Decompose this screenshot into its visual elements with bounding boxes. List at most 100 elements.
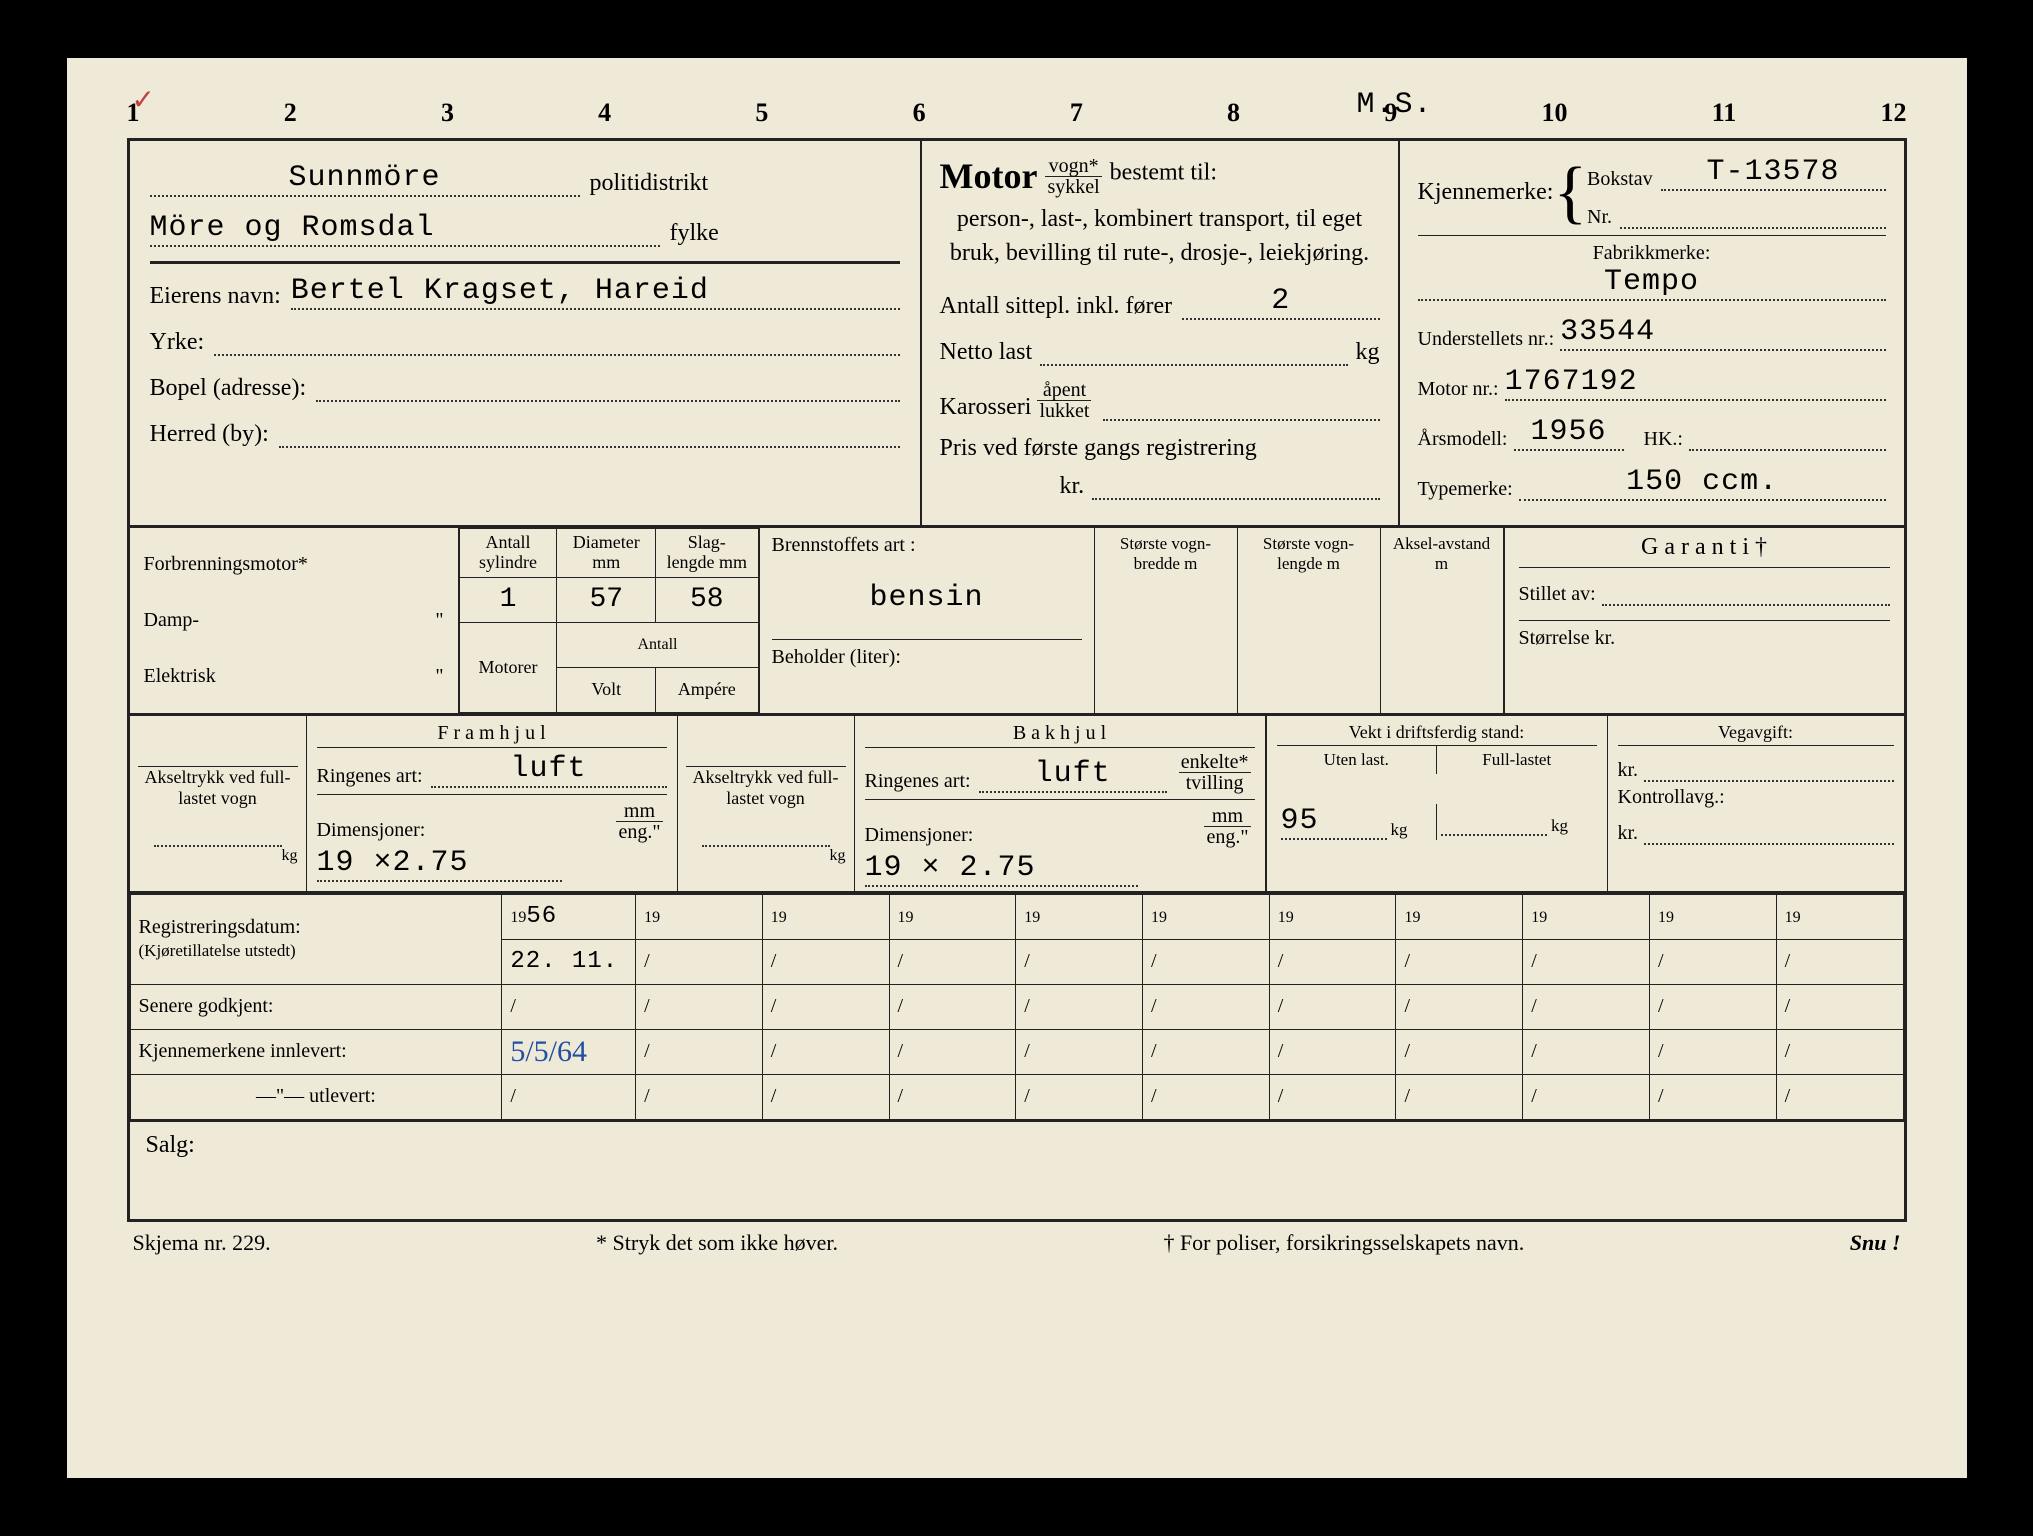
hdr-volt: Volt bbox=[557, 667, 656, 712]
val-slag: 58 bbox=[656, 577, 758, 622]
hdr-syl: Antall sylindre bbox=[459, 529, 557, 578]
utlevert-label: —"— utlevert: bbox=[130, 1074, 502, 1119]
registration-card: ✓ 1 2 3 4 5 6 7 8 9 10 11 12 M.S. Sunnmö… bbox=[67, 58, 1967, 1478]
karo-label: Karosseri bbox=[940, 394, 1032, 421]
motor-label: Motor nr.: bbox=[1418, 378, 1499, 401]
engine-row: Forbrenningsmotor* Damp-" Elektrisk" Ant… bbox=[130, 528, 1904, 716]
bopel-label: Bopel (adresse): bbox=[150, 375, 307, 402]
netto-unit: kg bbox=[1356, 339, 1380, 366]
vogn-label: vogn* bbox=[1045, 156, 1101, 177]
eier-value: Bertel Kragset, Hareid bbox=[291, 274, 900, 310]
motor-value: 1767192 bbox=[1505, 365, 1886, 401]
bredde-label: Største vogn-bredde m bbox=[1095, 528, 1238, 713]
ruler-tick: 5 bbox=[755, 98, 768, 128]
damp-label: Damp- bbox=[144, 609, 200, 631]
ring-front: luft bbox=[431, 752, 667, 788]
ruler-tick: 12 bbox=[1880, 98, 1906, 128]
brace-icon: { bbox=[1553, 168, 1587, 217]
pris-value bbox=[1092, 468, 1379, 500]
pris-unit: kr. bbox=[1060, 473, 1085, 500]
ruler-tick: 3 bbox=[441, 98, 454, 128]
sitte-label: Antall sittepl. inkl. fører bbox=[940, 293, 1173, 320]
forbr-label: Forbrenningsmotor* bbox=[144, 553, 308, 575]
ruler: 1 2 3 4 5 6 7 8 9 10 11 12 bbox=[107, 98, 1927, 138]
innlevert-value: 5/5/64 bbox=[510, 1035, 587, 1068]
owner-section: Sunnmöre politidistrikt Möre og Romsdal … bbox=[130, 141, 922, 525]
hdr-ant: Antall bbox=[557, 622, 758, 667]
sykkel-label: sykkel bbox=[1045, 177, 1101, 197]
ruler-tick: 2 bbox=[284, 98, 297, 128]
fylke-value: Möre og Romsdal bbox=[150, 211, 660, 247]
brenn-label: Brennstoffets art : bbox=[772, 534, 1082, 557]
ruler-tick: 10 bbox=[1541, 98, 1567, 128]
fabrikk-value: Tempo bbox=[1418, 265, 1886, 301]
stryk-note: * Stryk det som ikke høver. bbox=[596, 1230, 838, 1256]
ruler-ms: M.S. bbox=[1357, 88, 1433, 122]
year0: 56 bbox=[526, 903, 557, 930]
aksel-front: Akseltrykk ved full-lastet vogn kg bbox=[130, 716, 307, 891]
tax-section: Vegavgift: kr. Kontrollavg.: kr. bbox=[1608, 716, 1904, 891]
bokstav-value: T-13578 bbox=[1661, 155, 1886, 191]
reg-label: Registreringsdatum: bbox=[139, 916, 301, 938]
politidistrikt-value: Sunnmöre bbox=[150, 161, 580, 197]
bopel-value bbox=[316, 370, 899, 402]
nr-value bbox=[1620, 197, 1885, 229]
nr-label: Nr. bbox=[1587, 206, 1612, 229]
dates-row: Registreringsdatum: (Kjøretillatelse uts… bbox=[130, 894, 1904, 1121]
lengde-label: Største vogn-lengde m bbox=[1238, 528, 1381, 713]
aksel-label: Aksel-avstand m bbox=[1381, 528, 1505, 713]
aar-label: Årsmodell: bbox=[1418, 428, 1508, 451]
salg-section: Salg: bbox=[130, 1121, 1904, 1219]
hk-value bbox=[1689, 419, 1886, 451]
rear-hdr: B a k h j u l bbox=[865, 720, 1255, 748]
under-value: 33544 bbox=[1560, 315, 1885, 351]
val-syl: 1 bbox=[459, 577, 557, 622]
bokstav-label: Bokstav bbox=[1587, 168, 1653, 191]
dim-front: 19 ×2.75 bbox=[317, 846, 562, 882]
karo-apent: åpent bbox=[1037, 380, 1091, 401]
card-frame: Sunnmöre politidistrikt Möre og Romsdal … bbox=[127, 138, 1907, 1222]
uten-value: 95 bbox=[1281, 804, 1387, 840]
karo-lukket: lukket bbox=[1037, 401, 1091, 421]
eier-label: Eierens navn: bbox=[150, 283, 281, 310]
pris-label: Pris ved første gangs registrering bbox=[940, 435, 1380, 462]
herred-label: Herred (by): bbox=[150, 421, 269, 448]
wheels-row: Akseltrykk ved full-lastet vogn kg F r a… bbox=[130, 716, 1904, 894]
ruler-tick: 6 bbox=[913, 98, 926, 128]
poliser-note: † For poliser, forsikringsselskapets nav… bbox=[1163, 1230, 1524, 1256]
engine-type-labels: Forbrenningsmotor* Damp-" Elektrisk" bbox=[130, 528, 459, 713]
ruler-tick: 11 bbox=[1712, 98, 1737, 128]
fuel-section: Brennstoffets art : bensin Beholder (lit… bbox=[760, 528, 1095, 713]
purpose-text: person-, last-, kombinert transport, til… bbox=[940, 203, 1380, 270]
front-hdr: F r a m h j u l bbox=[317, 720, 667, 748]
politidistrikt-label: politidistrikt bbox=[590, 170, 709, 197]
salg-label: Salg: bbox=[146, 1132, 195, 1158]
kjennemerke-label: Kjennemerke: bbox=[1418, 179, 1554, 206]
skjema-nr: Skjema nr. 229. bbox=[133, 1230, 271, 1256]
ident-section: Kjennemerke: { Bokstav T-13578 Nr. bbox=[1400, 141, 1904, 525]
ruler-tick: 7 bbox=[1070, 98, 1083, 128]
brenn-value: bensin bbox=[772, 581, 1082, 615]
snu: Snu ! bbox=[1850, 1230, 1901, 1256]
engine-specs: Antall sylindre Diameter mm Slag-lengde … bbox=[459, 528, 760, 713]
garanti-section: G a r a n t i † Stillet av: Størrelse kr… bbox=[1505, 528, 1904, 713]
senere-label: Senere godkjent: bbox=[130, 984, 502, 1029]
type-value: 150 ccm. bbox=[1519, 465, 1886, 501]
hdr-amp: Ampére bbox=[656, 667, 758, 712]
hdr-mot: Motorer bbox=[459, 622, 557, 712]
val-dia: 57 bbox=[557, 577, 656, 622]
ring-rear: luft bbox=[979, 757, 1167, 793]
fylke-label: fylke bbox=[670, 220, 719, 247]
bestemt-label: bestemt til: bbox=[1110, 160, 1217, 186]
dim-rear: 19 × 2.75 bbox=[865, 851, 1138, 887]
ruler-tick: 4 bbox=[598, 98, 611, 128]
motor-heading: Motor bbox=[940, 155, 1038, 197]
hdr-slag: Slag-lengde mm bbox=[656, 529, 758, 578]
aksel-rear: Akseltrykk ved full-lastet vogn kg bbox=[678, 716, 855, 891]
header-row: Sunnmöre politidistrikt Möre og Romsdal … bbox=[130, 141, 1904, 528]
rear-wheel: B a k h j u l Ringenes art: luft enkelte… bbox=[855, 716, 1267, 891]
sitte-value: 2 bbox=[1182, 284, 1379, 320]
netto-value bbox=[1040, 334, 1347, 366]
front-wheel: F r a m h j u l Ringenes art: luft Dimen… bbox=[307, 716, 678, 891]
stillet-label: Stillet av: bbox=[1519, 583, 1596, 606]
